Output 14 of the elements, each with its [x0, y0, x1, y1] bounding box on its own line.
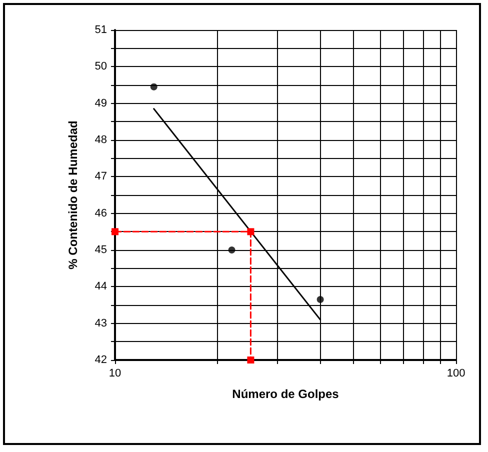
- y-tick-label: 49: [94, 97, 107, 110]
- y-tick-label: 45: [94, 244, 107, 256]
- x-tick-label: 100: [446, 368, 466, 380]
- y-axis-title: % Contenido de Humedad: [66, 120, 80, 270]
- y-tick-label: 42: [94, 354, 107, 366]
- y-tick-label: 48: [94, 134, 107, 146]
- y-tick-label: 44: [94, 280, 107, 293]
- x-tick-label: 10: [108, 368, 122, 380]
- y-tick-label: 43: [94, 317, 107, 330]
- x-axis-title: Número de Golpes: [232, 387, 340, 401]
- y-tick-label: 51: [94, 24, 107, 36]
- y-tick-label: 50: [94, 60, 107, 73]
- y-tick-label: 46: [94, 207, 107, 220]
- y-tick-label: 47: [94, 170, 107, 183]
